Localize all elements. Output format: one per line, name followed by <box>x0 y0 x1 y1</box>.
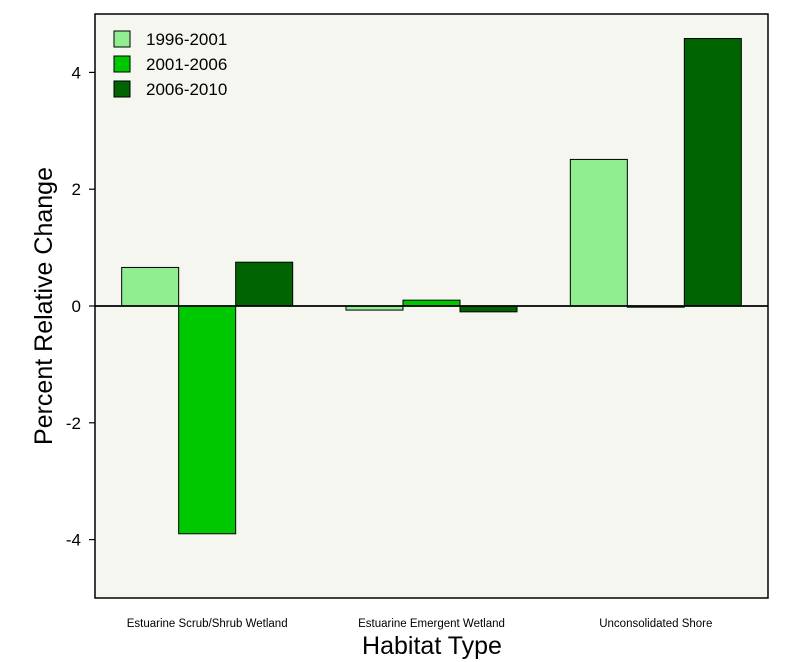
legend-swatch <box>113 80 131 98</box>
legend-label: 1996-2001 <box>146 30 227 49</box>
y-tick-label: 2 <box>72 180 81 199</box>
x-tick-label: Estuarine Emergent Wetland <box>358 618 505 630</box>
legend-swatch <box>113 30 131 48</box>
legend: 1996-2001 2001-2006 2006-2010 <box>113 30 227 99</box>
x-axis-title: Habitat Type <box>362 632 502 660</box>
bar <box>569 158 628 307</box>
x-tick-label: Estuarine Scrub/Shrub Wetland <box>127 618 288 630</box>
bar <box>121 266 180 307</box>
y-tick-label: -4 <box>66 531 81 550</box>
category-labels: Estuarine Scrub/Shrub Wetland Estuarine E… <box>127 618 713 630</box>
legend-swatch <box>113 55 131 73</box>
y-tick-label: -2 <box>66 414 81 433</box>
x-tick-label: Unconsolidated Shore <box>599 618 712 630</box>
bar <box>683 38 742 307</box>
y-axis: -4 -2 0 2 4 <box>66 63 95 550</box>
bar <box>178 305 237 535</box>
legend-label: 2001-2006 <box>146 55 227 74</box>
y-tick-label: 4 <box>72 63 81 82</box>
y-tick-label: 0 <box>72 297 81 316</box>
y-axis-title: Percent Relative Change <box>30 167 58 445</box>
legend-label: 2006-2010 <box>146 80 227 99</box>
bars <box>121 38 742 535</box>
bar <box>235 261 294 307</box>
